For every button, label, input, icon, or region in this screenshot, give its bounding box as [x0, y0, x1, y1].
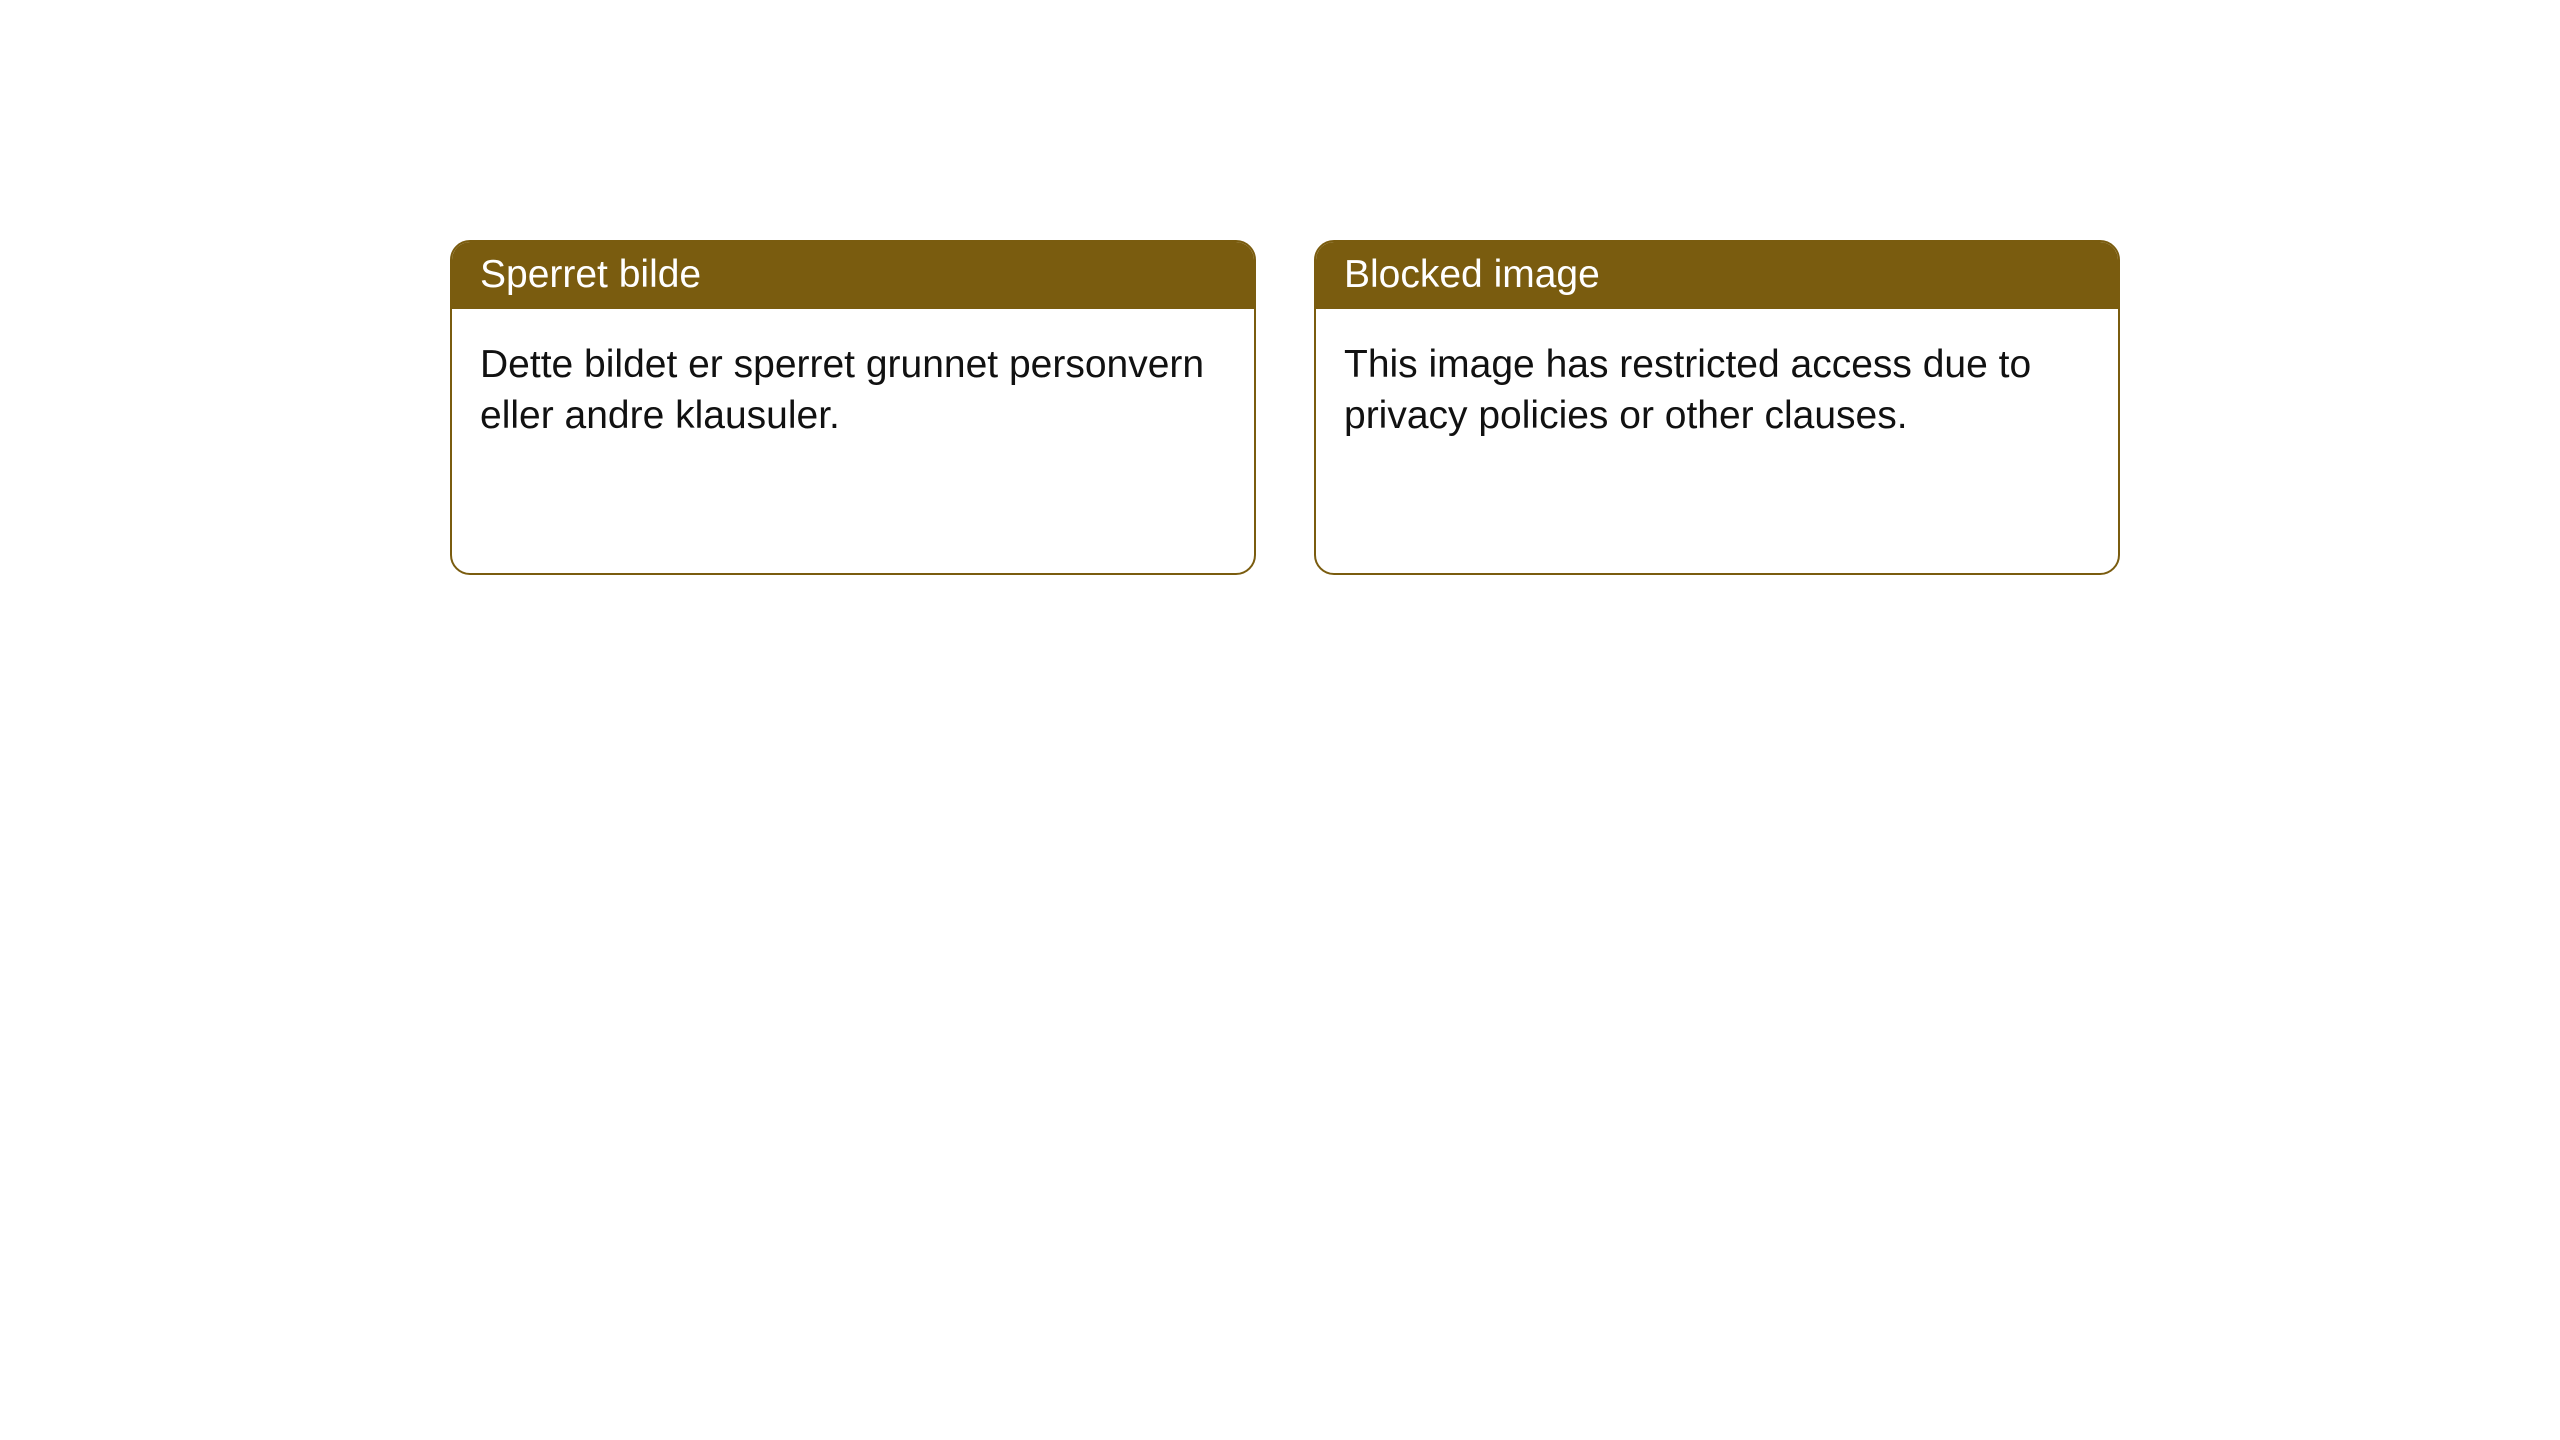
notice-container: Sperret bilde Dette bildet er sperret gr…	[0, 0, 2560, 575]
notice-title: Blocked image	[1316, 242, 2118, 309]
notice-title: Sperret bilde	[452, 242, 1254, 309]
notice-body: This image has restricted access due to …	[1316, 309, 2118, 472]
notice-card-english: Blocked image This image has restricted …	[1314, 240, 2120, 575]
notice-body: Dette bildet er sperret grunnet personve…	[452, 309, 1254, 472]
notice-card-norwegian: Sperret bilde Dette bildet er sperret gr…	[450, 240, 1256, 575]
